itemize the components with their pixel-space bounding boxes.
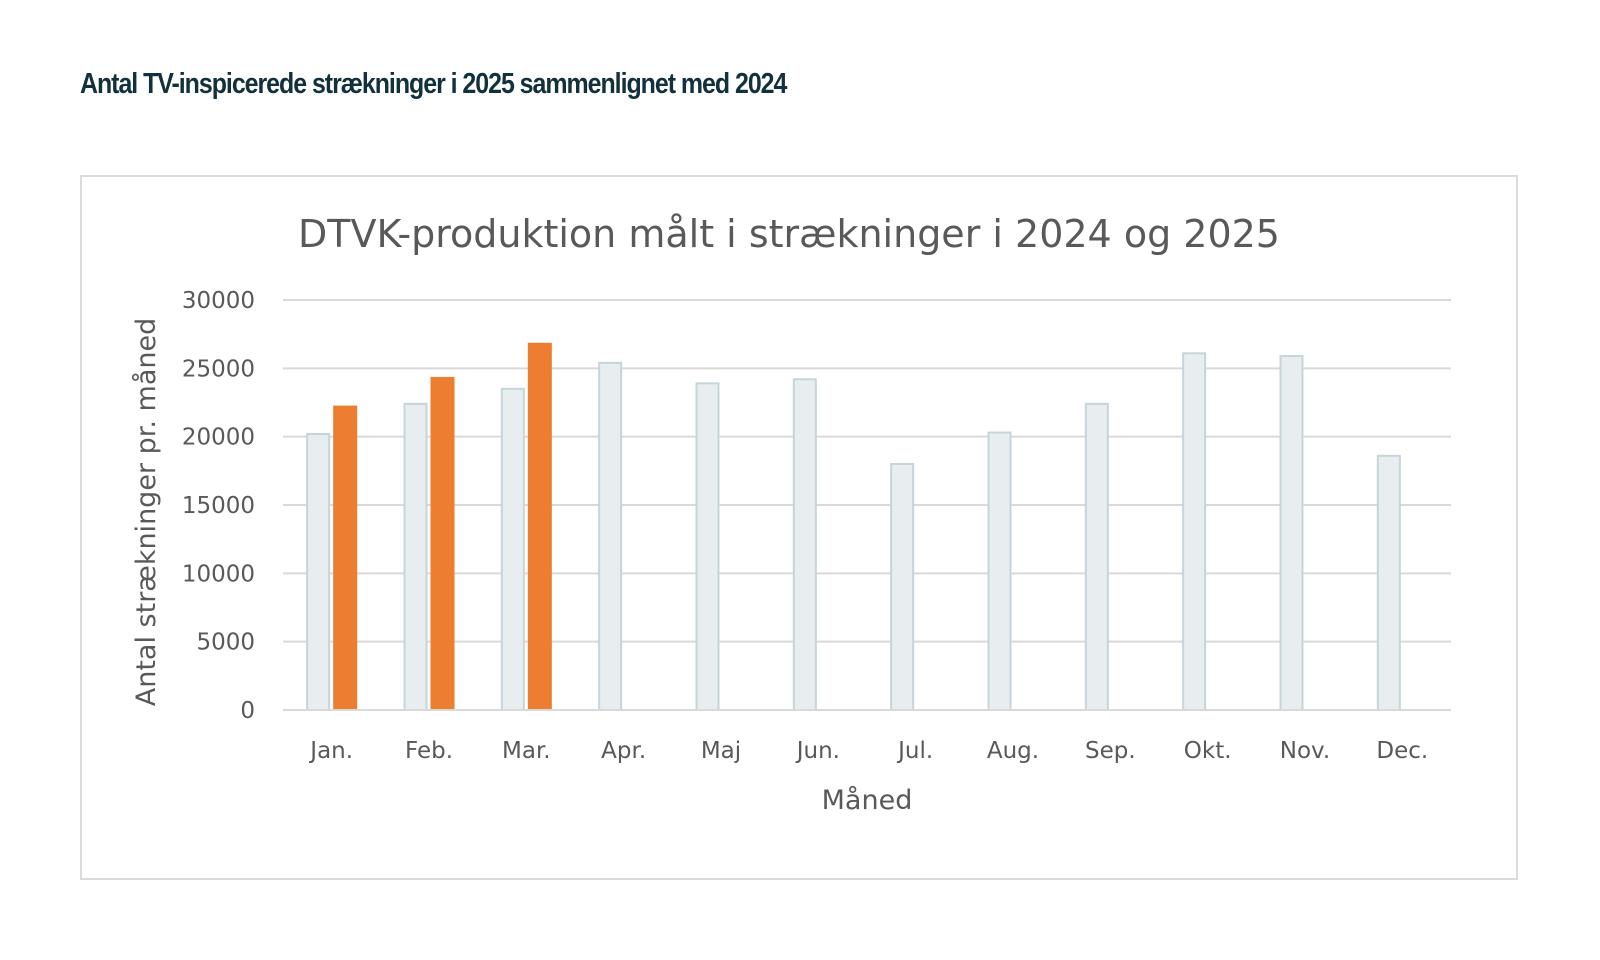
y-axis-label: Antal strækninger pr. måned [131,318,162,707]
bar-mar-series-2 [527,342,552,711]
x-tick-label: Jan. [308,738,353,764]
bar-nov-series-1 [1279,355,1304,712]
bar-feb-series-1 [403,402,428,711]
bar-maj-series-1 [695,382,720,711]
x-axis-ticks: Jan. Feb. Mar. Apr. Maj Jun. Jul. Aug. Sep. Okt. N… [308,738,1428,764]
y-tick-label: 30000 [182,288,255,314]
x-tick-label: Mar. [502,738,551,764]
y-tick-label: 20000 [182,425,255,451]
bar-apr-series-1 [598,361,623,711]
x-tick-label: Dec. [1376,738,1428,764]
bar-mar-series-1 [500,387,525,711]
bar-jul-series-1 [890,463,915,711]
y-tick-label: 0 [240,698,255,724]
y-tick-label: 10000 [182,561,255,587]
x-tick-label: Okt. [1184,738,1232,764]
bar-chart: DTVK-produktion målt i strækninger i 202… [131,212,1451,816]
y-axis-ticks: 0 5000 10000 15000 20000 25000 30000 [182,288,255,724]
bar-feb-series-2 [430,376,455,711]
bars [283,342,1451,712]
page-heading: Antal TV-inspicerede strækninger i 2025 … [80,68,787,100]
x-axis-label: Måned [822,785,913,816]
x-tick-label: Maj [701,738,741,764]
x-tick-label: Jun. [795,738,840,764]
bar-jan-series-1 [306,432,331,711]
bar-aug-series-1 [987,431,1012,711]
y-tick-label: 5000 [196,630,255,656]
bar-jun-series-1 [792,378,817,711]
x-tick-label: Jul. [896,738,933,764]
bar-jan-series-2 [333,405,358,711]
chart-title: DTVK-produktion målt i strækninger i 202… [298,212,1280,256]
bar-sep-series-1 [1084,402,1109,711]
x-tick-label: Feb. [405,738,453,764]
x-tick-label: Aug. [987,738,1039,764]
bar-okt-series-1 [1182,352,1207,712]
x-tick-label: Sep. [1085,738,1136,764]
bar-dec-series-1 [1376,454,1401,711]
x-tick-label: Nov. [1280,738,1330,764]
gridlines [283,299,1451,711]
chart-container: DTVK-produktion målt i strækninger i 202… [80,175,1518,880]
x-tick-label: Apr. [601,738,646,764]
y-tick-label: 25000 [182,356,255,382]
y-tick-label: 15000 [182,493,255,519]
